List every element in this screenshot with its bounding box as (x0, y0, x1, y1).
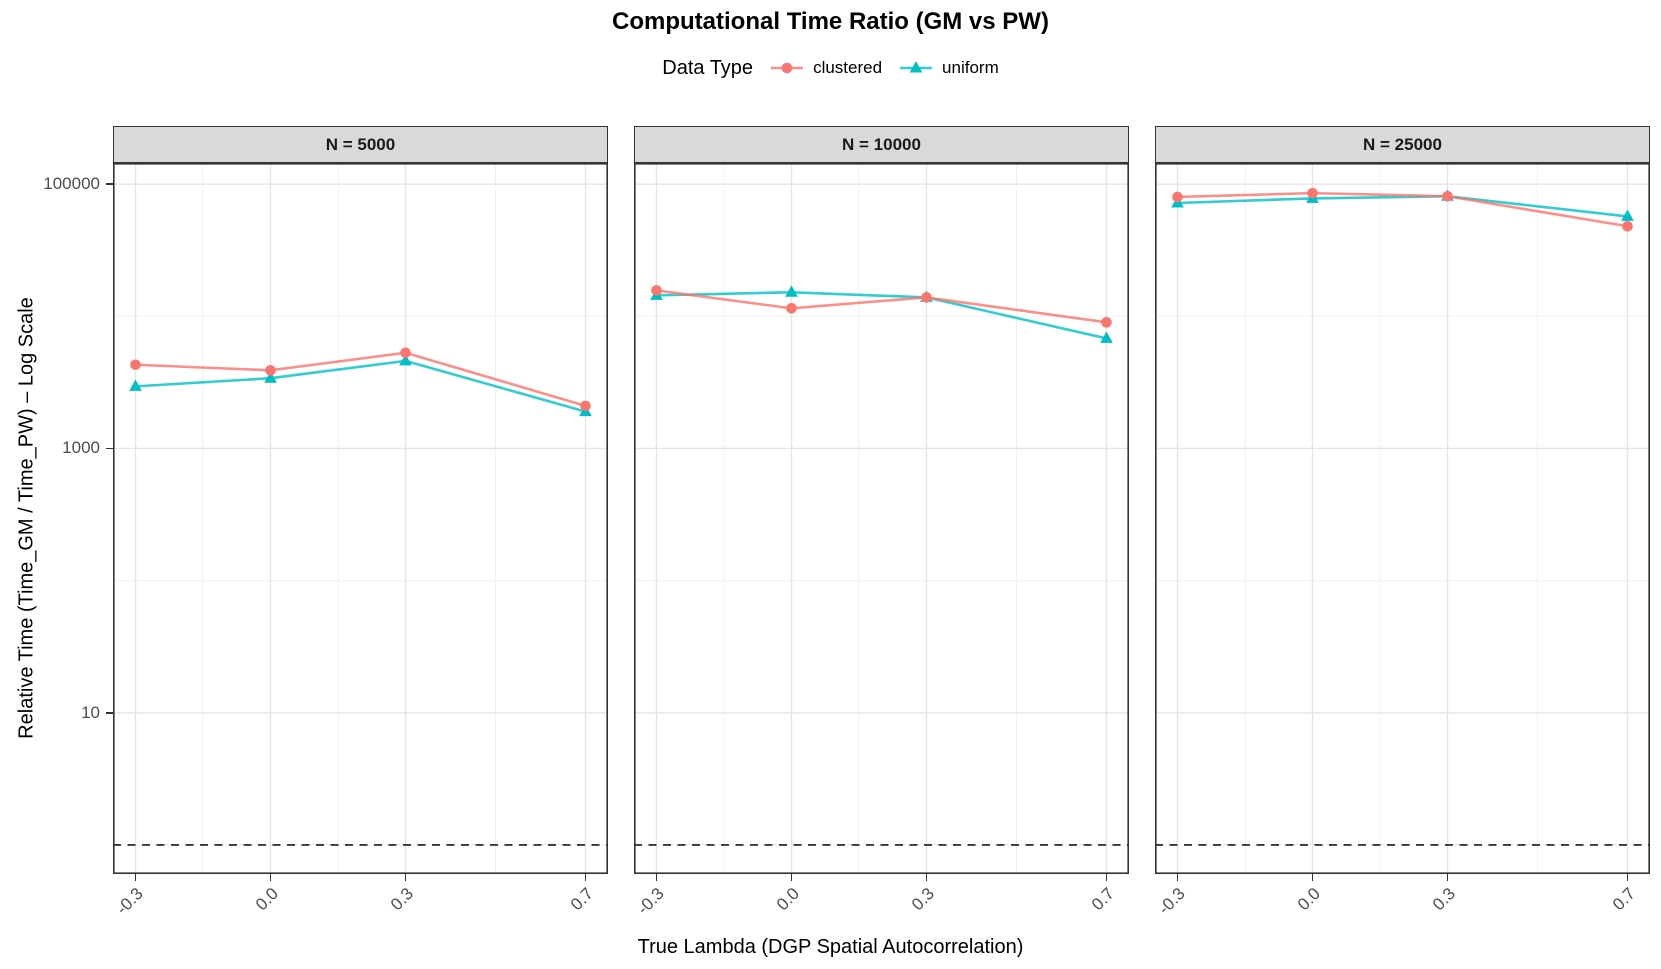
data-point-clustered (921, 292, 932, 303)
panel-border (1155, 163, 1650, 874)
x-tick-mark (790, 874, 793, 881)
chart-title: Computational Time Ratio (GM vs PW) (612, 8, 1049, 35)
legend-item-clustered: clustered (768, 56, 882, 80)
x-tick-mark (269, 874, 272, 881)
data-point-uniform (1100, 331, 1113, 343)
data-point-clustered (265, 365, 276, 376)
y-tick-label: 100000 (43, 174, 100, 194)
series-line-clustered (134, 351, 587, 408)
x-tick-mark (404, 874, 407, 881)
y-tick-label: 1000 (62, 438, 100, 458)
facet-strip-label: N = 10000 (842, 134, 921, 154)
x-tick-mark (925, 874, 928, 881)
data-point-clustered (1442, 190, 1453, 202)
data-point-uniform (785, 285, 798, 297)
y-tick-mark (106, 447, 113, 450)
facet-panel (1155, 163, 1650, 874)
data-point-clustered (400, 347, 411, 359)
legend-marker-circle-icon (771, 62, 804, 74)
x-tick-mark (134, 874, 137, 881)
x-tick-label: -0.3 (633, 884, 668, 919)
x-tick-label: 0.7 (1087, 884, 1118, 915)
x-tick-mark (1311, 874, 1314, 881)
facet-panel (113, 163, 608, 874)
data-point-uniform (264, 371, 277, 383)
series-line-clustered (1176, 191, 1629, 228)
data-point-uniform (1621, 209, 1634, 221)
data-point-uniform (129, 379, 142, 391)
x-axis-title: True Lambda (DGP Spatial Autocorrelation… (637, 936, 1024, 958)
x-tick-mark (584, 874, 587, 881)
x-tick-label: 0.0 (1293, 884, 1324, 915)
x-tick-label: 0.7 (1608, 884, 1639, 915)
panel-border (113, 163, 608, 874)
x-tick-label: 0.7 (566, 884, 597, 915)
data-point-clustered (1172, 191, 1183, 203)
x-tick-mark (1446, 874, 1449, 881)
legend: Data Type clustered uniform (0, 56, 1661, 80)
y-axis-title: Relative Time (Time_GM / Time_PW) – Log … (15, 297, 38, 739)
x-tick-label: 0.0 (251, 884, 282, 915)
legend-item-uniform: uniform (897, 56, 999, 80)
facet-strip-label: N = 5000 (325, 134, 396, 154)
facet-strip: N = 25000 (1155, 126, 1650, 163)
data-point-clustered (130, 359, 141, 371)
data-point-clustered (1622, 220, 1633, 232)
x-tick-label: 0.3 (1428, 884, 1459, 915)
data-point-clustered (1101, 317, 1112, 328)
data-point-clustered (1307, 187, 1318, 199)
x-tick-label: -0.3 (1154, 884, 1189, 919)
facet-strip: N = 10000 (634, 126, 1129, 163)
x-tick-label: -0.3 (112, 884, 147, 919)
x-tick-label: 0.3 (386, 884, 417, 915)
legend-title: Data Type (662, 56, 754, 79)
series-line-uniform (1176, 194, 1629, 218)
data-point-uniform (399, 353, 412, 366)
x-tick-label: 0.3 (907, 884, 938, 915)
x-tick-mark (1626, 874, 1629, 881)
facet-panel (634, 163, 1129, 874)
data-point-clustered (651, 285, 662, 296)
y-tick-mark (106, 183, 113, 185)
data-point-clustered (786, 302, 797, 314)
legend-item-label: clustered (813, 58, 883, 77)
facet-strip-label: N = 25000 (1363, 134, 1442, 154)
panel-border (634, 163, 1129, 874)
series-line-clustered (655, 289, 1108, 324)
y-tick-label: 10 (81, 702, 100, 722)
series-line-uniform (134, 359, 587, 413)
data-point-clustered (580, 400, 591, 412)
x-tick-mark (1105, 874, 1108, 881)
x-tick-label: 0.0 (772, 884, 803, 915)
facet-strip: N = 5000 (113, 126, 608, 163)
legend-item-label: uniform (942, 58, 999, 77)
legend-marker-triangle-icon (900, 61, 933, 73)
x-tick-mark (1176, 874, 1179, 881)
x-tick-mark (655, 874, 658, 881)
series-line-uniform (655, 290, 1108, 340)
y-tick-mark (106, 712, 113, 714)
